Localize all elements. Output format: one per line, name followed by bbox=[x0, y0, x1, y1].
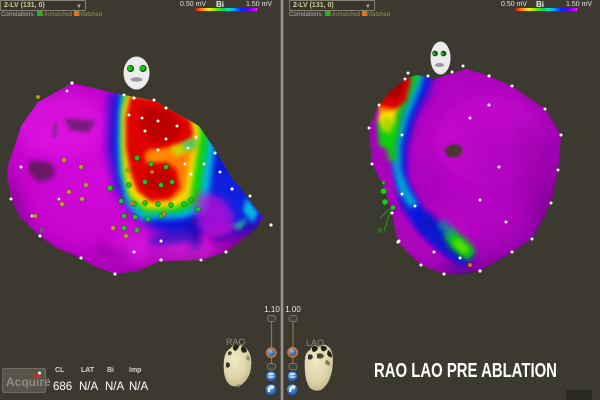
svg-text:R: R bbox=[40, 229, 45, 235]
svg-text:R: R bbox=[378, 229, 383, 235]
